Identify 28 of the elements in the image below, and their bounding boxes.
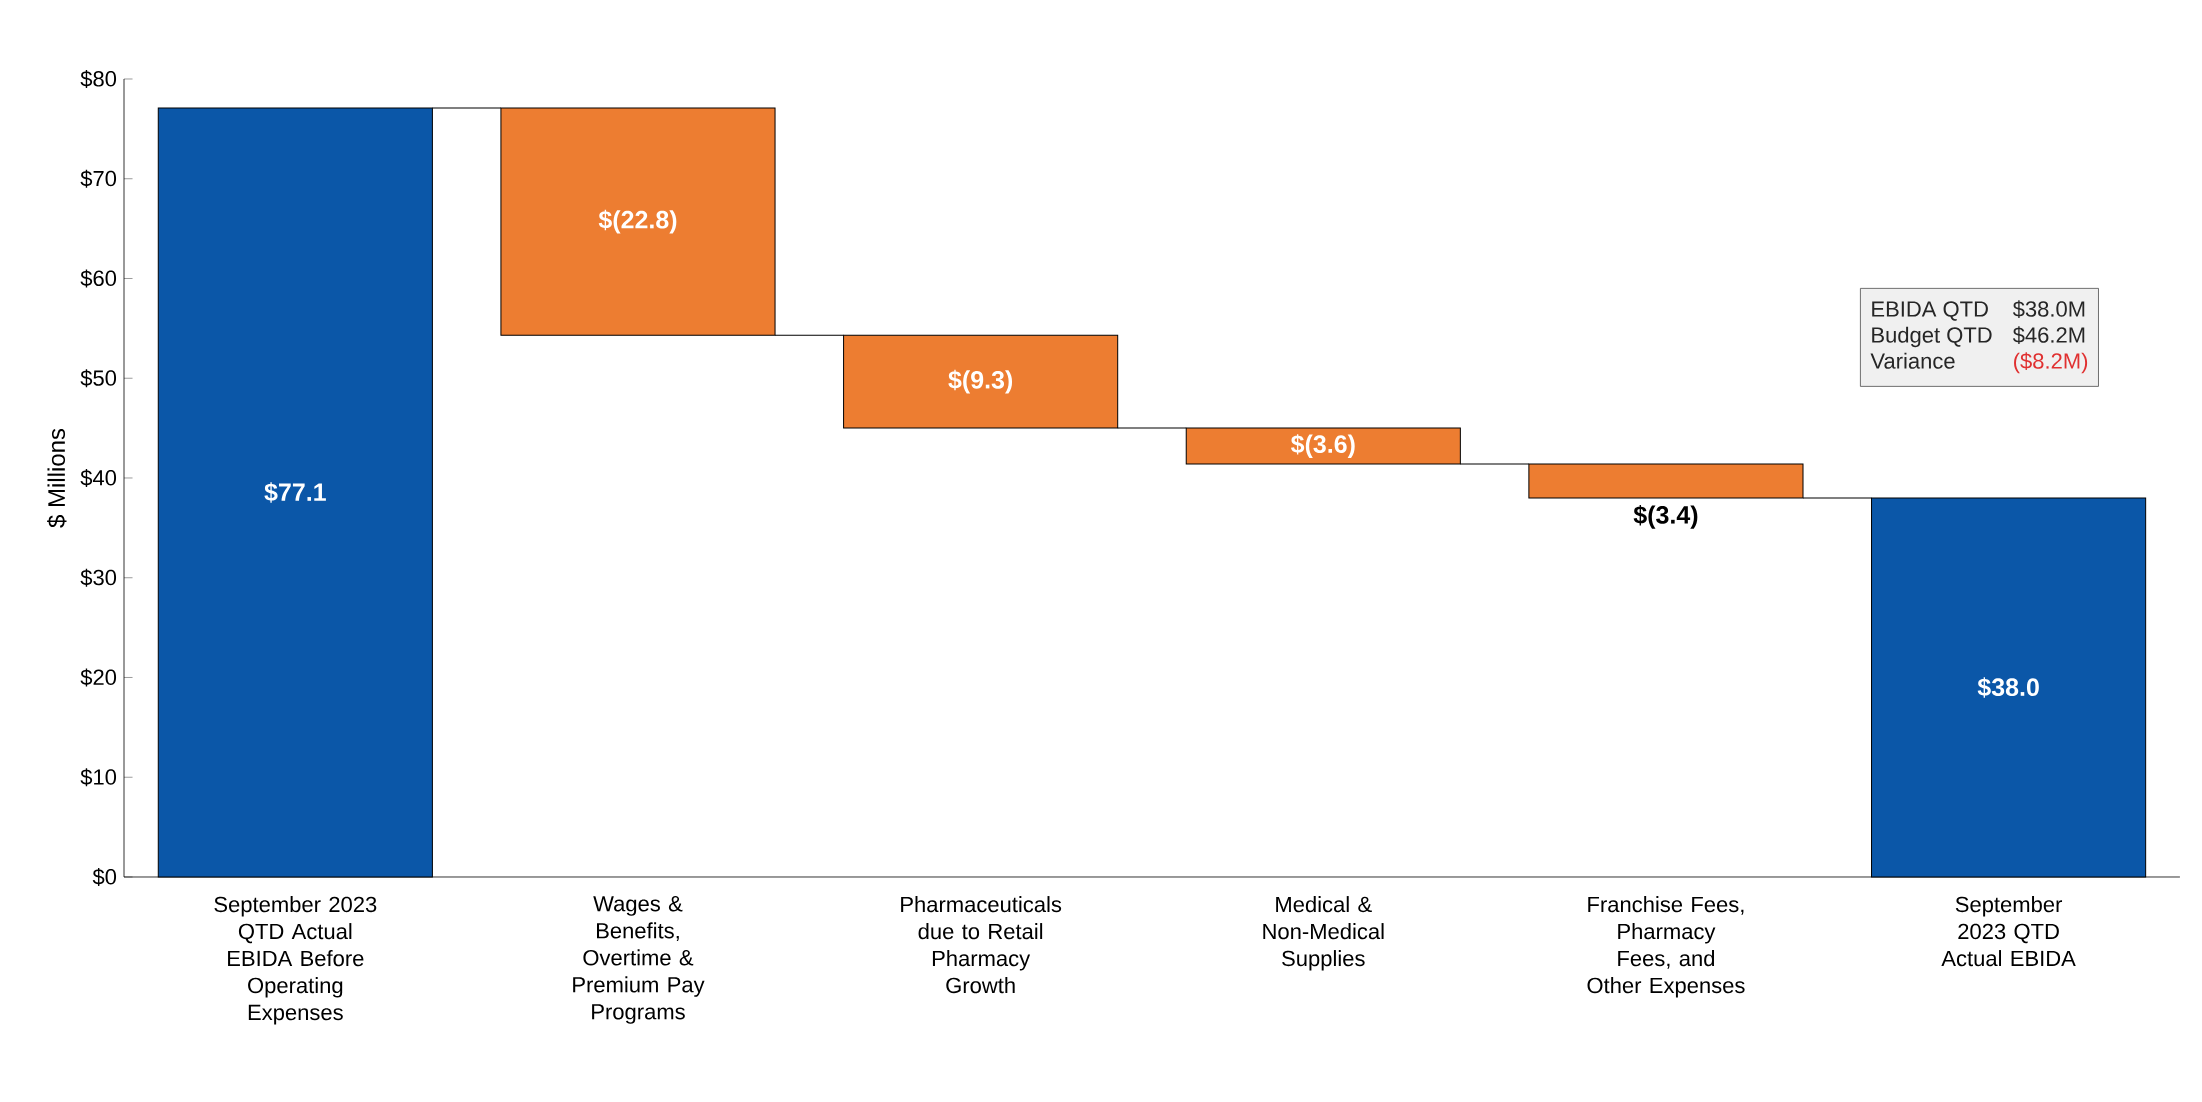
y-tick-label: $10 [80, 768, 117, 787]
annotation: Variance [1870, 352, 1955, 369]
x-tick-label: Pharmaceuticals due to Retail Pharmacy Growth [901, 896, 1062, 994]
annotation: Budget QTD [1872, 326, 1992, 348]
y-tick-label: $0 [92, 868, 117, 886]
annotation: $46.2M [2012, 326, 2085, 345]
y-axis-title: $ Millions [47, 428, 67, 528]
x-tick-label: Wages & Benefits, Overtime & Premium Pay Programs [573, 896, 705, 1024]
x-tick-label: September 2023 QTD Actual EBIDA [1941, 896, 2076, 967]
data-label: $38.0 [1977, 677, 2039, 698]
y-tick-label: $40 [80, 469, 117, 487]
y-tick-label: $20 [80, 668, 117, 687]
x-tick-label: September 2023 QTD Actual EBIDA Before Operating Expenses [214, 896, 377, 1025]
y-tick-label: $60 [80, 269, 117, 288]
y-tick-label: $30 [80, 568, 117, 587]
data-label: $(3.4) [1633, 504, 1698, 529]
y-tick-label: $50 [80, 369, 117, 388]
data-label: $(22.8) [598, 209, 677, 234]
data-label: $(3.6) [1290, 434, 1355, 458]
annotation: $38.0M [2012, 300, 2085, 319]
annotation: EBIDA QTD [1872, 301, 1988, 321]
y-tick-label: $70 [80, 169, 117, 188]
data-label: $(9.3) [948, 369, 1013, 394]
x-tick-label: Franchise Fees, Pharmacy Fees, and Other Expenses [1587, 896, 1745, 998]
annotation: ($8.2M) [2014, 352, 2088, 374]
data-label: $77.1 [264, 482, 326, 503]
x-tick-label: Medical & Non-Medical Supplies [1263, 896, 1384, 971]
y-tick-label: $80 [80, 70, 117, 88]
